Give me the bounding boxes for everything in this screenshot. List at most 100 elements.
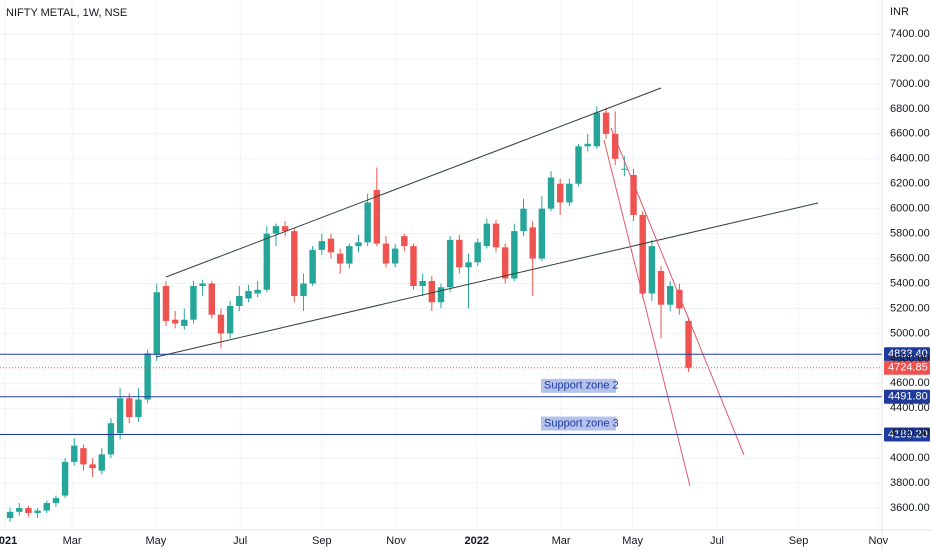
x-tick-label: May: [622, 535, 643, 547]
candle-body: [309, 249, 316, 284]
candle-body: [6, 511, 14, 519]
candle-body: [291, 231, 298, 296]
candle-body: [428, 281, 436, 303]
candle-body: [336, 253, 344, 264]
price-label-box: [884, 360, 930, 375]
candle-body: [511, 231, 518, 279]
candle-body: [263, 233, 271, 290]
candle-body: [611, 133, 619, 159]
candle-body: [254, 289, 261, 294]
axes: 3600.00 3800.00 4000.00 4200.00 4400.00 4600.…: [0, 28, 930, 547]
chart-title: NIFTY METAL, 1W, NSE: [6, 7, 127, 19]
candle-body: [107, 423, 115, 455]
candle-body: [401, 236, 408, 247]
candle-body: [217, 314, 225, 334]
y-tick-label: 7000.00: [890, 78, 930, 90]
candle-body: [199, 283, 206, 287]
x-tick-label: Sep: [789, 535, 809, 547]
candle-body: [419, 281, 426, 287]
x-tick-label: Sep: [312, 535, 332, 547]
candle-body: [648, 246, 656, 294]
price-label: 4491.80: [888, 391, 928, 403]
y-tick-label: 5600.00: [890, 252, 930, 264]
candle-body: [236, 295, 243, 306]
candle-body: [685, 320, 692, 368]
candle-body: [575, 146, 582, 184]
candle-body: [373, 189, 381, 244]
price-label: 4724.85: [888, 362, 928, 374]
candle-body: [556, 183, 564, 203]
x-tick-label: Nov: [386, 535, 406, 547]
candle-body: [483, 223, 491, 247]
candle-body: [437, 287, 445, 303]
candle-body: [446, 239, 454, 288]
candle-body: [162, 286, 170, 321]
y-tick-label: 3600.00: [890, 502, 930, 514]
candle-body: [272, 226, 280, 234]
candle-body: [529, 227, 536, 259]
candle-body: [61, 461, 69, 496]
x-tick-label: Mar: [552, 535, 571, 547]
levels: 4833.40 4724.85 4491.80 Support zone 2 4189.…: [0, 347, 930, 442]
trendline: [603, 139, 691, 487]
candle-body: [89, 464, 96, 469]
candle-body: [465, 262, 472, 268]
candle-body: [171, 319, 179, 324]
x-tick-label: May: [145, 535, 166, 547]
y-tick-label: 3800.00: [890, 477, 930, 489]
candle-body: [300, 283, 307, 296]
price-label-box: [884, 347, 930, 362]
trendline: [165, 87, 662, 278]
x-tick-label: Nov: [869, 535, 889, 547]
candle-body: [52, 498, 60, 504]
y-tick-label: 6600.00: [890, 128, 930, 140]
candle-body: [639, 214, 646, 294]
y-tick-label: 5000.00: [890, 327, 930, 339]
candles: [6, 106, 692, 522]
candle-body: [657, 271, 665, 305]
candle-body: [135, 399, 142, 417]
zone-label: Support zone 3: [544, 417, 619, 429]
price-label-box: [884, 427, 930, 442]
candle-body: [410, 246, 417, 287]
y-axis-label: INR: [890, 6, 909, 18]
zone-label-box: [541, 416, 616, 431]
x-tick-label: Mar: [63, 535, 82, 547]
candle-body: [346, 246, 353, 264]
candle-body: [391, 248, 399, 264]
candle-body: [116, 398, 124, 434]
y-tick-label: 7200.00: [890, 53, 930, 65]
y-tick-label: 4600.00: [890, 377, 930, 389]
price-label-box: [884, 389, 930, 404]
x-tick-label: 2022: [465, 535, 489, 547]
candle-body: [621, 168, 628, 170]
candle-body: [190, 286, 197, 320]
candle-body: [492, 223, 500, 248]
y-tick-label: 5800.00: [890, 228, 930, 240]
y-tick-label: 6800.00: [890, 103, 930, 115]
trendline: [155, 202, 819, 358]
candle-body: [364, 202, 371, 243]
candle-body: [71, 445, 78, 462]
y-tick-label: 7400.00: [890, 28, 930, 40]
candle-body: [547, 177, 555, 209]
x-tick-label: Jul: [710, 535, 724, 547]
candle-body: [25, 508, 32, 514]
y-tick-label: 4800.00: [890, 352, 930, 364]
candle-body: [355, 242, 362, 247]
candle-body: [34, 510, 41, 514]
candle-body: [318, 241, 326, 250]
candle-body: [327, 238, 335, 253]
candle-body: [208, 283, 215, 315]
y-tick-label: 5200.00: [890, 302, 930, 314]
price-label: 4189.20: [888, 428, 928, 440]
candle-body: [593, 112, 601, 147]
zone-label: Support zone 2: [544, 380, 619, 392]
zone-label-box: [541, 378, 616, 393]
y-tick-label: 5400.00: [890, 277, 930, 289]
candle-body: [456, 239, 463, 268]
y-tick-label: 6000.00: [890, 203, 930, 215]
